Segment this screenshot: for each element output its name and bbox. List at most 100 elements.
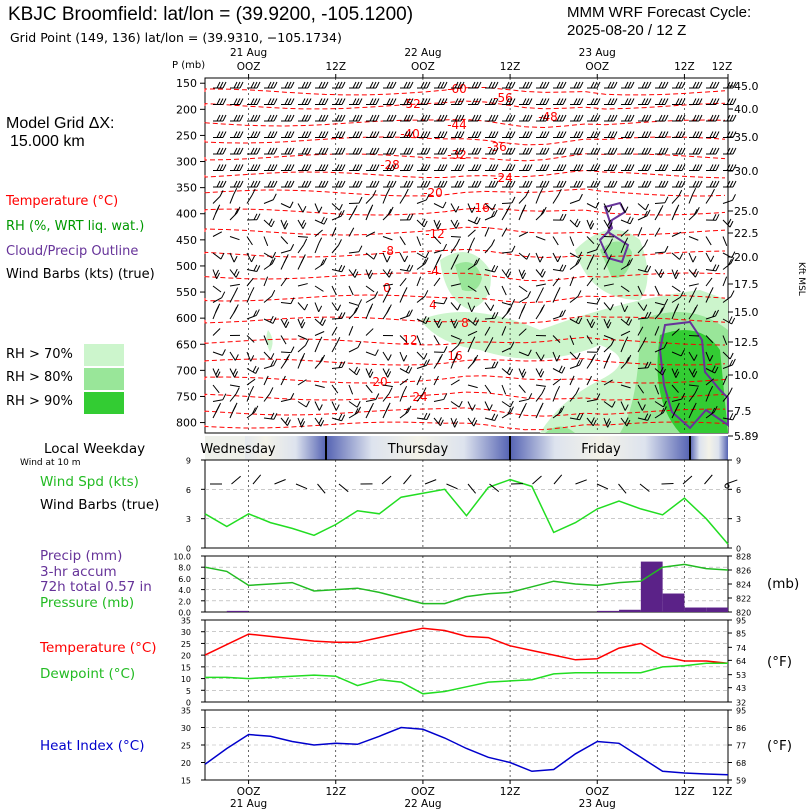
wind-barb-feather [715, 147, 720, 155]
wind-barb [416, 219, 425, 228]
wind-barb-feather [508, 81, 513, 89]
wind-barb-feather [320, 216, 325, 224]
wind-barb [552, 252, 559, 263]
pressure-tick-label: 350 [176, 182, 197, 195]
wind-barb [212, 269, 218, 280]
wind-barb-feather [664, 245, 669, 253]
wind-barb-feather [270, 131, 275, 138]
wind-barb [229, 194, 235, 204]
wind-barb-feather [726, 81, 731, 89]
wind-barb-feather [647, 361, 652, 369]
wind-barb-feather [222, 393, 227, 400]
legend-rh80-label: RH > 80% [6, 370, 73, 385]
surface-wind-barb [231, 475, 241, 485]
wind-barb-feather [409, 265, 414, 272]
wind-barb-feather [216, 98, 221, 105]
pressure-tick-label: 250 [176, 129, 197, 142]
wind-barb [654, 412, 664, 419]
wind-barb [722, 417, 733, 421]
wind-barb-feather [437, 180, 442, 188]
wind-barb-feather [216, 131, 221, 138]
wind-barb-feather [216, 114, 221, 122]
wind-barb [586, 203, 597, 209]
wind-barb [212, 399, 223, 402]
wind-barb [654, 347, 665, 353]
wind-barb-feather [321, 147, 326, 155]
wind-barb-feather [283, 256, 288, 264]
surface-wind-barb [532, 475, 542, 485]
wind-barb-feather [664, 180, 669, 188]
wind-barb-feather [624, 114, 629, 122]
wind-barb-feather [290, 131, 295, 138]
wind-barb-feather [287, 147, 292, 155]
wind-barb-feather [678, 114, 683, 122]
wind-barb-feather [624, 164, 629, 171]
wind-barb [297, 283, 308, 287]
wind-barb-feather [624, 404, 629, 411]
temperature-label: 20 [372, 375, 387, 389]
wind-barb-feather [324, 81, 329, 89]
wind-barb-feather [698, 164, 703, 171]
wind-barb-feather [256, 213, 261, 220]
wind-barb [467, 401, 473, 411]
wind-barb-feather [338, 413, 343, 421]
wind-barb [535, 236, 546, 241]
surface-wind-barb [553, 474, 563, 485]
wind-barb [535, 269, 543, 278]
wind-barb-feather [590, 81, 595, 89]
wind-barb-feather [460, 147, 465, 155]
wind-barb-feather [471, 81, 476, 89]
wind-barb [484, 215, 495, 221]
wind-barb-feather [698, 98, 703, 105]
wind-barb-feather [624, 98, 629, 105]
wind-barb-feather [540, 208, 545, 216]
wind-barb-feather [593, 164, 598, 171]
wind-barb-feather [426, 180, 431, 188]
wind-barb-feather [424, 290, 429, 297]
wind-barb [688, 269, 696, 278]
wind-barb-feather [372, 147, 377, 155]
wind-barb [348, 401, 358, 408]
wind-barb-feather [369, 114, 374, 122]
wind-barb-feather [494, 81, 499, 89]
wind-barb-feather [385, 368, 390, 375]
wind-barb [433, 398, 444, 402]
precip-total-label: 72h total 0.57 in [40, 579, 152, 595]
wind-barb-feather [542, 164, 547, 171]
wind-barb-feather [540, 287, 544, 294]
temperature-contour-1 [204, 100, 726, 110]
wind-barb-feather [321, 114, 326, 122]
wind-barb-feather [522, 371, 527, 378]
heat-left-tick-label: 20 [181, 759, 191, 768]
wind-barb-feather [576, 352, 581, 360]
wind-barb [722, 219, 731, 228]
wind-barb-feather [318, 417, 323, 424]
wind-barb-feather [596, 180, 601, 188]
wind-barb-feather [522, 81, 527, 89]
wind-barb-feather [454, 81, 459, 89]
temperature-label: 0 [383, 281, 391, 295]
wind-barb-feather [460, 81, 465, 89]
bottom-time-label: OOZ [237, 786, 261, 798]
surface-wind-barb [446, 483, 458, 490]
wind-barb-feather [453, 418, 457, 425]
wind-barb [297, 203, 304, 213]
wind-barb-feather [729, 220, 734, 228]
wind-barb-feather [474, 164, 479, 171]
wind-barb-feather [521, 306, 526, 313]
wind-barb-feather [423, 131, 428, 138]
wind-barb-feather [698, 114, 703, 122]
wind-barb [484, 317, 496, 320]
wind-barb-feather [356, 401, 361, 408]
wind-barb-feather [267, 81, 272, 89]
wind-barb-feather [219, 114, 224, 122]
temperature-contour-8 [204, 226, 726, 236]
wind-barb [671, 252, 680, 260]
wind-barb [654, 401, 664, 408]
wind-barb [365, 252, 375, 260]
wind-barb [433, 203, 444, 209]
wind-barb [671, 351, 682, 357]
wind-barb-feather [234, 354, 239, 361]
wind-barb-feather [338, 98, 343, 105]
wind-barb [569, 263, 579, 270]
